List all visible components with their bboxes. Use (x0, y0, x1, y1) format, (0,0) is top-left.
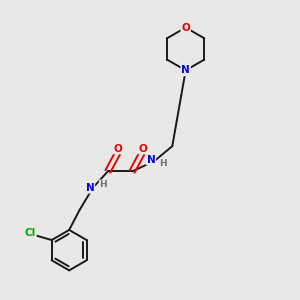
Text: O: O (114, 143, 123, 154)
Text: N: N (146, 154, 155, 164)
Text: O: O (181, 22, 190, 32)
Text: Cl: Cl (25, 228, 36, 238)
Text: H: H (100, 180, 107, 189)
Text: N: N (85, 183, 94, 193)
Text: H: H (159, 160, 166, 169)
Text: N: N (181, 65, 190, 75)
Text: O: O (138, 143, 147, 154)
